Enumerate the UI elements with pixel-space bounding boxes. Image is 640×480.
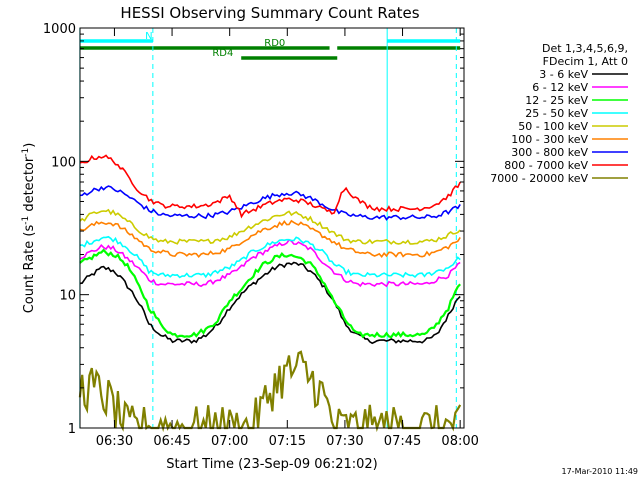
legend-label: 100 - 300 keV xyxy=(511,133,588,146)
plot-frame xyxy=(79,27,465,429)
legend-label: 800 - 7000 keV xyxy=(504,159,588,172)
x-axis: 06:30 06:45 07:00 07:15 07:30 07:45 08:00 xyxy=(96,28,479,449)
x-tick-label: 07:00 xyxy=(211,434,248,449)
legend-label: 50 - 100 keV xyxy=(518,120,588,133)
x-axis-label: Start Time (23-Sep-09 06:21:02) xyxy=(166,457,377,472)
series-line xyxy=(79,239,461,288)
legend-header-line-2: FDecim 1, Att 0 xyxy=(543,55,628,68)
legend-label: 300 - 800 keV xyxy=(511,146,588,159)
series-line xyxy=(79,208,461,245)
legend-label: 6 - 12 keV xyxy=(532,81,588,94)
legend-label: 12 - 25 keV xyxy=(525,94,588,107)
flag-label: N xyxy=(145,31,152,42)
y-axis-label: Count Rate (s-1 detector-1) xyxy=(21,143,37,314)
legend-label: 7000 - 20000 keV xyxy=(490,172,588,185)
y-tick-label: 100 xyxy=(51,155,76,170)
x-tick-label: 06:45 xyxy=(153,434,190,449)
timestamp: 17-Mar-2010 11:49 xyxy=(562,467,639,476)
series-line xyxy=(79,154,461,219)
series-line xyxy=(78,350,462,433)
y-tick-label: 1 xyxy=(68,422,76,437)
legend: Det 1,3,4,5,6,9, FDecim 1, Att 0 3 - 6 k… xyxy=(490,42,628,185)
legend-label: 3 - 6 keV xyxy=(539,68,588,81)
flag-bars: N RD0 RD4 xyxy=(79,31,461,60)
x-tick-label: 07:15 xyxy=(269,434,306,449)
series-line xyxy=(79,248,461,339)
flag-label: RD4 xyxy=(212,48,233,59)
x-tick-label: 07:30 xyxy=(326,434,363,449)
chart-title: HESSI Observing Summary Count Rates xyxy=(120,4,419,22)
y-tick-label: 10 xyxy=(59,289,76,304)
legend-label: 25 - 50 keV xyxy=(525,107,588,120)
y-axis: 1 10 100 1000 xyxy=(43,22,464,437)
x-tick-label: 07:45 xyxy=(384,434,421,449)
x-tick-label: 06:30 xyxy=(96,434,133,449)
series-line xyxy=(79,261,461,345)
series-line xyxy=(79,235,461,279)
x-tick-label: 08:00 xyxy=(441,434,478,449)
y-tick-label: 1000 xyxy=(43,22,76,37)
series-group xyxy=(78,154,462,433)
series-line xyxy=(79,219,461,259)
flag-label: RD0 xyxy=(264,38,285,49)
series-line xyxy=(79,185,461,221)
legend-header-line-1: Det 1,3,4,5,6,9, xyxy=(542,42,628,55)
vertical-markers xyxy=(79,28,457,428)
